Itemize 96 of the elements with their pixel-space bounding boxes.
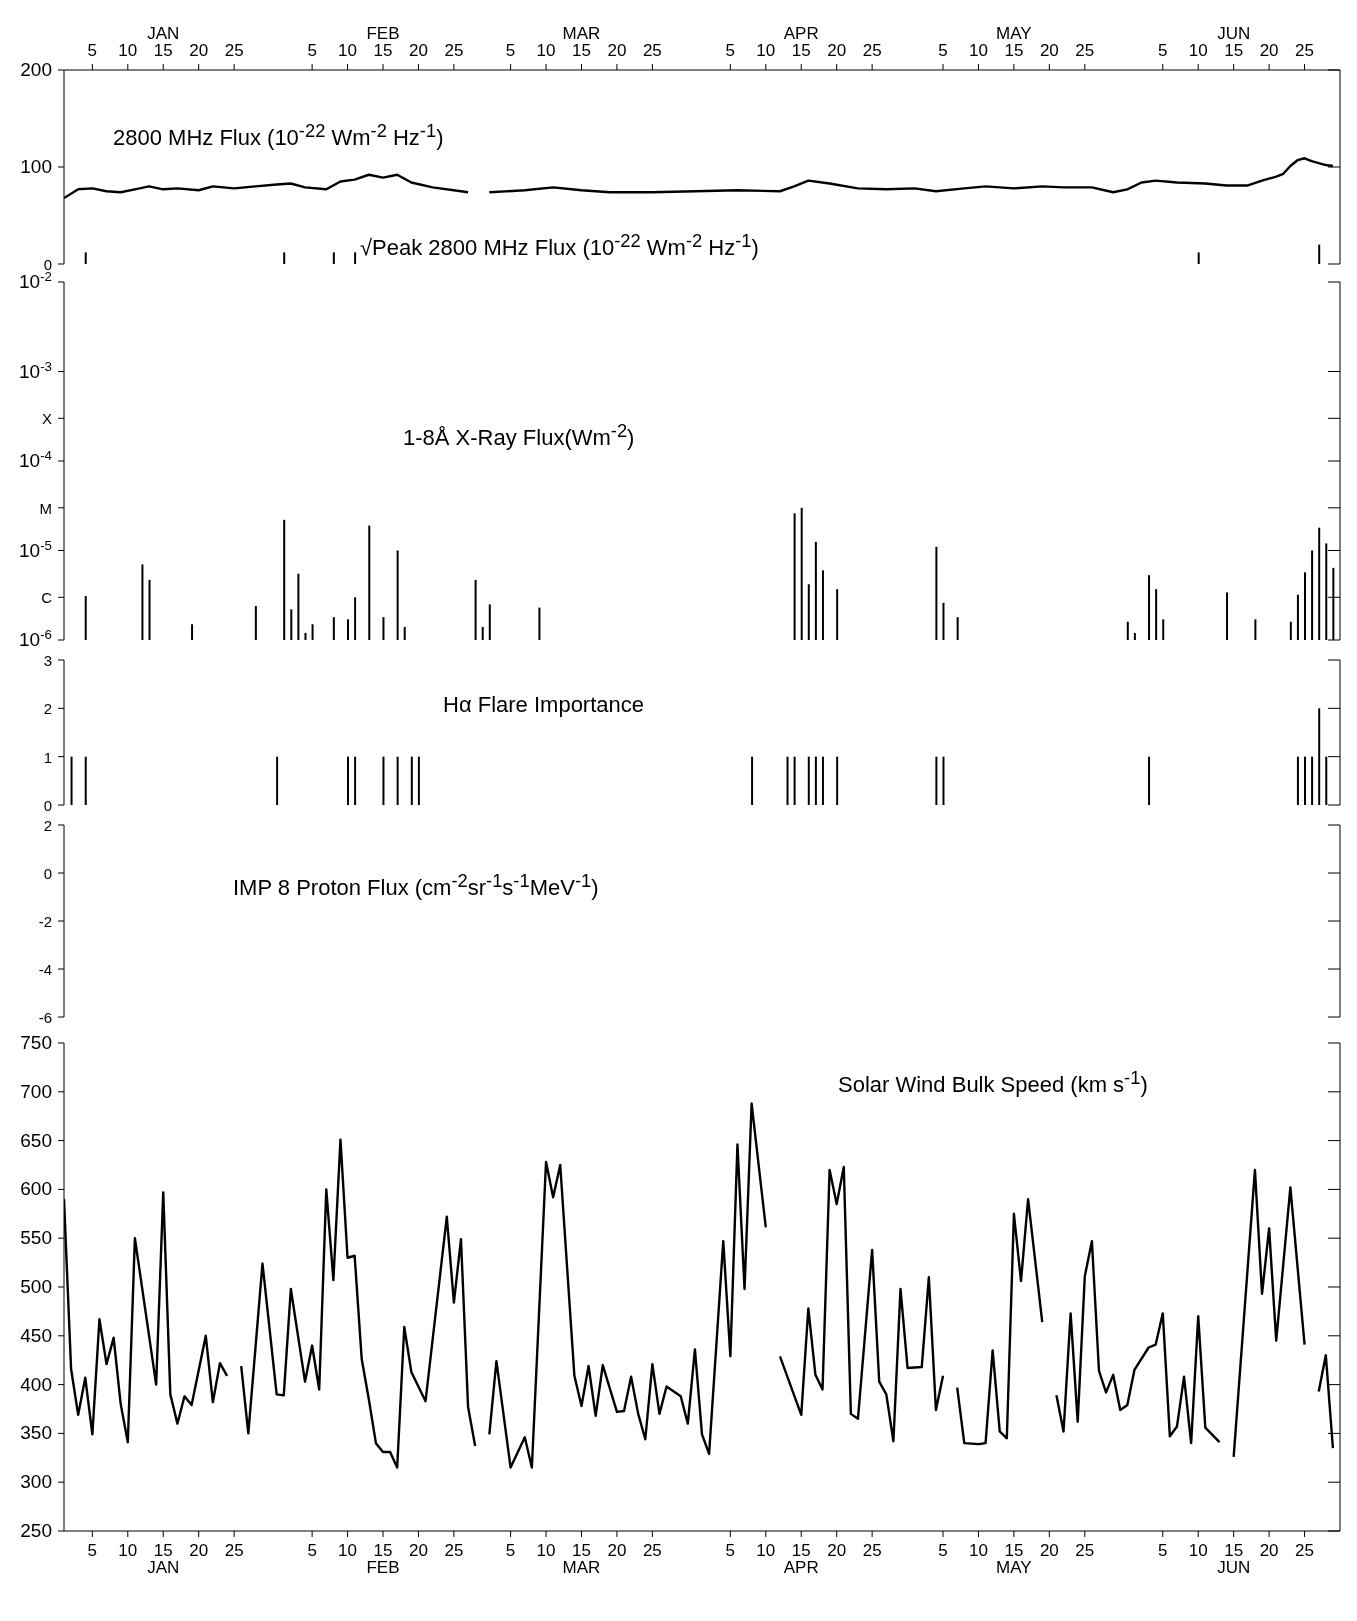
x-tick-label: 10: [1188, 41, 1208, 60]
x-tick-label: 5: [938, 41, 948, 60]
x-tick-label: 15 JAN: [147, 1541, 180, 1577]
y-tick-label: 350: [20, 1422, 52, 1444]
x-tick-label: 15 MAY: [996, 1541, 1032, 1577]
x-tick-label: 5: [307, 41, 317, 60]
x-tick-label: 10: [338, 1541, 358, 1560]
y-tick-label: 10$^{-3}$: [19, 358, 52, 382]
y-tick-label: 100: [20, 156, 52, 177]
x-tick-label: 25: [862, 41, 882, 60]
x-tick-label: 10: [118, 1541, 138, 1560]
x-tick-label: 10: [338, 41, 358, 60]
x-tick-label: 5: [725, 1541, 736, 1560]
x-tick-label: 20: [1039, 41, 1059, 60]
x-tick-label: 10: [118, 41, 138, 60]
x-tick-label: 5: [725, 41, 736, 60]
x-tick-label: 10: [969, 41, 988, 60]
x-tick-label: 5: [87, 1541, 98, 1560]
y-tick-label: X: [41, 410, 52, 428]
x-tick-label: FEB 15: [366, 24, 400, 60]
text: Hα Flare Importance: [443, 692, 645, 718]
y-tick-label: 10$^{-4}$: [19, 447, 52, 471]
x-tick-label: 25: [642, 1541, 662, 1560]
y-tick-label: 2: [43, 817, 52, 834]
x-tick-label: 20: [408, 41, 428, 60]
x-tick-label: 20: [408, 1541, 428, 1560]
x-tick-label: APR 15: [783, 24, 819, 60]
x-tick-label: 20: [827, 1541, 847, 1560]
y-tick-label: -6: [38, 1009, 52, 1026]
x-tick-label: 5: [307, 1541, 317, 1560]
y-tick-label: 750: [20, 1032, 52, 1053]
x-tick-label: 10: [756, 41, 776, 60]
y-tick-label: -4: [38, 961, 52, 978]
x-tick-label: 15 APR: [783, 1541, 819, 1577]
y-tick-label: 1: [43, 748, 52, 766]
y-tick-label: 200: [20, 59, 52, 80]
y-tick-label: -2: [38, 913, 52, 930]
y-tick-label: 500: [20, 1276, 52, 1297]
y-tick-label: 10$^{-6}$: [19, 626, 52, 650]
x-tick-label: 20: [607, 41, 627, 60]
x-tick-label: 15 JUN: [1217, 1541, 1251, 1577]
y-tick-label: 2: [43, 700, 52, 718]
x-tick-label: 25: [444, 41, 464, 60]
x-tick-label: 25: [224, 41, 244, 60]
chart-title: IMP 8 Proton Flux (cm$^{-2}$sr$^{-1}$s$^{-1}$MeV$^{-1}$): [233, 870, 599, 901]
x-tick-label: 20: [827, 41, 847, 60]
x-tick-label: 5: [87, 41, 98, 60]
series-label: 2800 MHz Flux (10$^{-22}$ Wm$^{-2}$ Hz$^{-1}$): [113, 120, 444, 152]
x-tick-label: 25: [1295, 41, 1315, 60]
text: 1-8Å X-Ray Flux(Wm$^{-2}$): [403, 420, 635, 452]
x-tick-label: 25: [1295, 1541, 1315, 1560]
x-tick-label: 10: [536, 41, 556, 60]
x-tick-label: 20: [189, 1541, 209, 1560]
y-tick-label: 450: [20, 1324, 52, 1346]
y-tick-label: 3: [43, 652, 52, 669]
x-tick-label: 15 FEB: [366, 1541, 400, 1577]
x-tick-label: 15 MAR: [562, 1541, 601, 1577]
y-tick-label: 10$^{-5}$: [19, 537, 52, 561]
y-tick-label: 250: [20, 1520, 52, 1541]
y-tick-label: 650: [20, 1129, 52, 1151]
y-tick-label: 300: [20, 1471, 52, 1493]
x-tick-label: 25: [444, 1541, 464, 1560]
y-tick-label: M: [39, 499, 52, 517]
y-tick-label: 400: [20, 1373, 52, 1395]
x-tick-label: 10: [536, 1541, 556, 1560]
y-tick-label: C: [41, 589, 53, 607]
x-tick-label: 5: [505, 1541, 516, 1560]
x-tick-label: JAN 15: [147, 24, 180, 60]
x-tick-label: 25: [1075, 41, 1095, 60]
x-tick-label: 20: [189, 41, 209, 60]
x-tick-label: 5: [1158, 41, 1168, 60]
x-tick-label: 25: [642, 41, 662, 60]
x-tick-label: 5: [505, 41, 516, 60]
x-tick-label: JUN 15: [1217, 24, 1251, 60]
y-tick-label: 550: [20, 1227, 52, 1249]
x-tick-label: MAR 15: [562, 24, 601, 60]
x-tick-label: 20: [1039, 1541, 1059, 1560]
y-tick-label: 600: [20, 1178, 52, 1200]
x-tick-label: 5: [1158, 1541, 1168, 1560]
x-tick-label: 5: [938, 1541, 948, 1560]
x-tick-label: 20: [1259, 41, 1279, 60]
x-tick-label: 10: [969, 1541, 988, 1560]
x-tick-label: 10: [1188, 1541, 1208, 1560]
x-tick-label: 20: [1259, 1541, 1279, 1560]
text: Solar Wind Bulk Speed (km s$^{-1}$): [838, 1067, 1148, 1099]
y-tick-label: 0: [43, 865, 52, 882]
x-tick-label: MAY 15: [996, 24, 1032, 60]
y-tick-label: 0: [43, 797, 52, 814]
series-label: √Peak 2800 MHz Flux (10$^{-22}$ Wm$^{-2}$ Hz$^{-1}$): [360, 230, 759, 262]
x-tick-label: 10: [756, 1541, 776, 1560]
x-tick-label: 25: [862, 1541, 882, 1560]
x-tick-label: 25: [224, 1541, 244, 1560]
y-tick-label: 0: [43, 256, 52, 273]
x-tick-label: 20: [607, 1541, 627, 1560]
x-tick-label: 25: [1075, 1541, 1095, 1560]
y-tick-label: 700: [20, 1080, 52, 1102]
